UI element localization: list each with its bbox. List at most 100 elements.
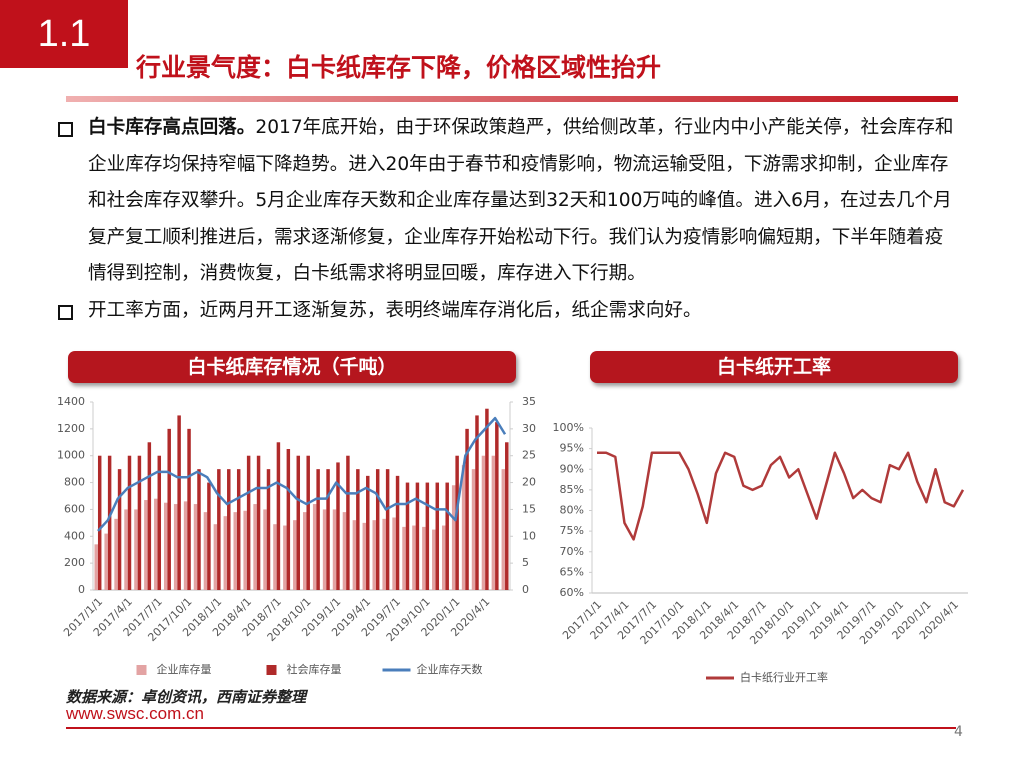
line — [597, 451, 965, 541]
bar — [94, 544, 98, 590]
y-tick-label: 90% — [560, 462, 584, 475]
source: 数据来源：卓创资讯，西南证券整理 — [66, 688, 307, 706]
bar — [425, 482, 430, 590]
bar — [312, 504, 317, 590]
bar — [322, 509, 327, 590]
bar — [273, 524, 277, 590]
bar — [163, 502, 168, 590]
bar — [491, 455, 496, 590]
y2-tick-label: 10 — [522, 529, 536, 542]
bar — [332, 509, 337, 590]
y-tick-label: 70% — [560, 545, 584, 558]
bar — [286, 449, 291, 590]
bar — [405, 482, 410, 590]
bar — [107, 455, 112, 590]
bullets: 白卡库存高点回落。2017年底开始，由于环保政策趋严，供给侧改革，行业内中小产能… — [56, 110, 961, 329]
bar — [253, 504, 257, 590]
bar — [455, 455, 459, 590]
y-tick-label: 95% — [560, 442, 584, 455]
bar — [385, 469, 390, 590]
legend-swatch — [266, 665, 277, 675]
y-tick-label: 100% — [553, 421, 584, 434]
bar — [127, 455, 132, 590]
bar — [372, 520, 376, 590]
y2-tick-label: 30 — [522, 422, 536, 435]
bar — [207, 482, 211, 590]
y-tick-label: 1400 — [57, 395, 85, 408]
bar — [336, 462, 340, 590]
bar — [223, 516, 228, 590]
bar — [256, 455, 261, 590]
line — [97, 416, 507, 532]
y-tick-label: 65% — [560, 565, 584, 578]
website: www.swsc.com.cn — [66, 704, 204, 723]
bar — [104, 533, 108, 590]
bar — [183, 501, 188, 590]
bar — [147, 442, 152, 590]
y2-tick-label: 5 — [522, 556, 529, 569]
bar — [246, 455, 251, 590]
bar — [266, 469, 271, 590]
legend-label: 企业库存量 — [157, 662, 212, 676]
y2-tick-label: 0 — [522, 583, 529, 596]
bar — [283, 525, 287, 590]
bar — [505, 442, 509, 590]
y-tick-label: 1200 — [57, 422, 85, 435]
bullet-text: 开工率方面，近两月开工逐渐复苏，表明终端库存消化后，纸企需求向好。 — [88, 299, 702, 321]
y-tick-label: 80% — [560, 504, 584, 517]
bar — [97, 455, 102, 590]
y2-tick-label: 15 — [522, 502, 536, 515]
bar — [187, 428, 191, 590]
bar — [465, 428, 469, 590]
bar — [293, 520, 297, 590]
bar — [217, 469, 221, 590]
y-tick-label: 0 — [78, 583, 85, 596]
y-tick-label: 75% — [560, 524, 584, 537]
y-tick-label: 600 — [64, 502, 85, 515]
bar — [445, 482, 449, 590]
y-tick-label: 85% — [560, 483, 584, 496]
legend-label: 社会库存量 — [287, 662, 342, 676]
bar — [177, 415, 181, 590]
bar — [481, 455, 486, 590]
bar — [395, 475, 400, 590]
legend-label: 白卡纸行业开工率 — [740, 670, 828, 684]
bar — [382, 518, 386, 590]
bar — [375, 469, 380, 590]
bar — [236, 469, 241, 590]
bar — [276, 442, 281, 590]
bar — [471, 469, 476, 590]
bar — [316, 469, 320, 590]
bar — [227, 469, 231, 590]
y-tick-label: 200 — [64, 556, 85, 569]
bar — [415, 482, 420, 590]
y2-tick-label: 20 — [522, 476, 536, 489]
bar — [356, 469, 360, 590]
legend-swatch — [136, 665, 147, 675]
bar — [117, 469, 122, 590]
page-number: 4 — [954, 724, 963, 740]
bar — [441, 525, 446, 590]
bar — [197, 469, 201, 590]
bar — [114, 518, 118, 590]
bar — [501, 469, 506, 590]
bar — [134, 509, 138, 590]
title-rule — [66, 96, 958, 102]
legend-label: 企业库存天数 — [417, 662, 483, 676]
bar — [296, 455, 301, 590]
bar — [213, 524, 218, 590]
bar — [173, 504, 178, 590]
bar — [362, 522, 367, 590]
bullet: 开工率方面，近两月开工逐渐复苏，表明终端库存消化后，纸企需求向好。 — [56, 293, 961, 330]
bar — [233, 512, 237, 590]
bar — [124, 509, 128, 590]
bar — [342, 512, 347, 590]
bar — [475, 415, 479, 590]
chart-title: 白卡纸库存情况（千吨） — [68, 351, 516, 383]
y-tick-label: 60% — [560, 586, 584, 599]
bar — [326, 469, 330, 590]
bar — [485, 408, 489, 590]
bar — [144, 500, 148, 590]
